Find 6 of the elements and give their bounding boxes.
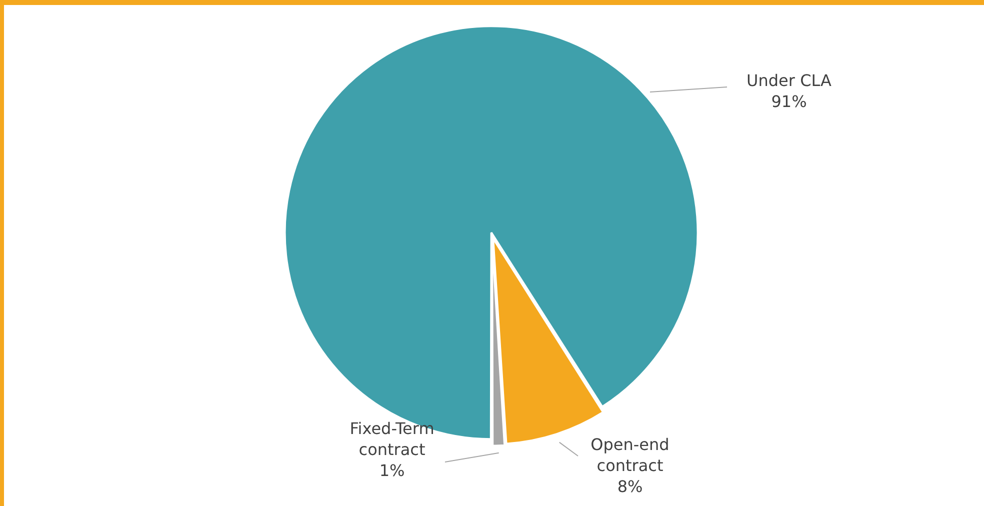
data-label: 91% bbox=[771, 92, 807, 112]
slice-label: Open-end contract bbox=[590, 435, 670, 476]
data-label: 1% bbox=[379, 461, 405, 480]
slice-label: Fixed-Term contract bbox=[350, 419, 434, 460]
slice-label: Under CLA bbox=[746, 71, 832, 90]
data-label: 8% bbox=[617, 477, 643, 496]
